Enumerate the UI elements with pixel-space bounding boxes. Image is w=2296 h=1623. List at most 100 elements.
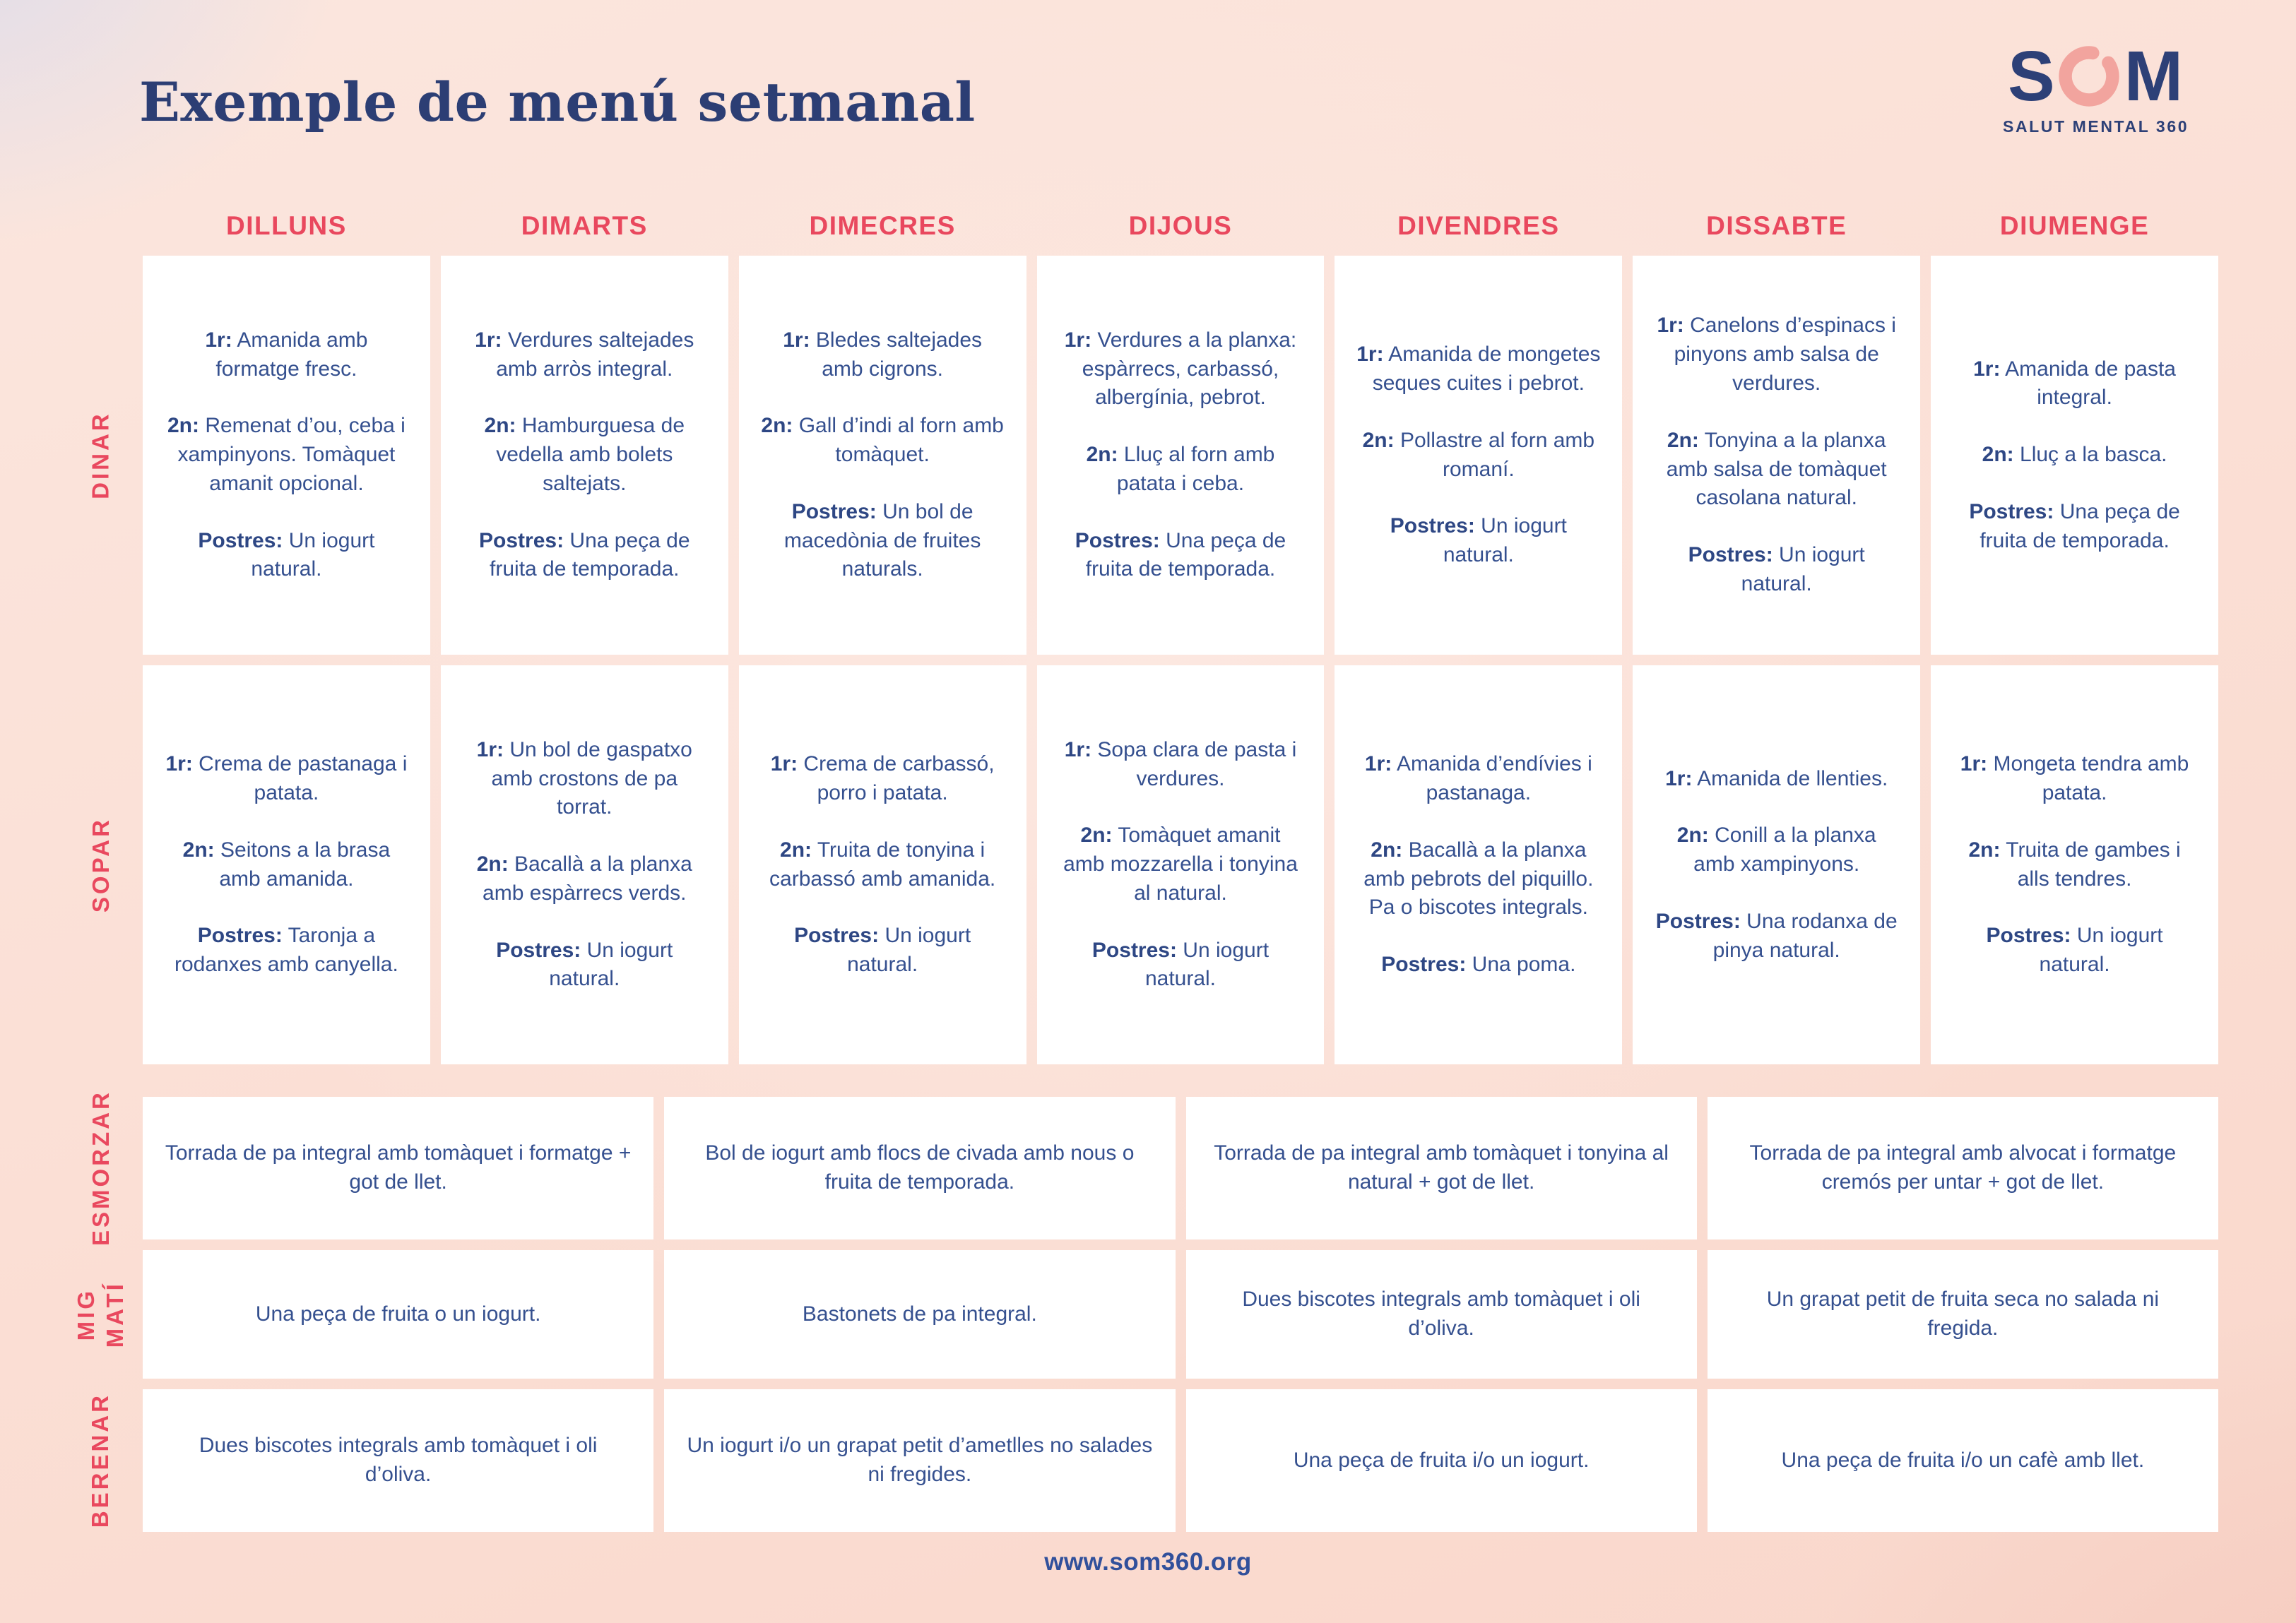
row-migmati: MIG MATÍ Una peça de fruita o un iogurt. B… [69, 1250, 2218, 1379]
cell-dinar-4: 1r: Verdures a la planxa: espàrrecs, car… [1036, 256, 1325, 655]
menu-item: Torrada de pa integral amb tomàquet i fo… [165, 1141, 632, 1194]
menu-item: 1r: Mongeta tendra amb patata. [1960, 752, 2189, 804]
menu-item: Postres: Una peça de fruita de temporada… [1969, 499, 2180, 552]
menu-item: Torrada de pa integral amb tomàquet i to… [1214, 1141, 1669, 1194]
course-label: 1r: [1973, 357, 2001, 381]
course-label: 1r: [1064, 737, 1092, 761]
menu-item: Torrada de pa integral amb alvocat i for… [1749, 1141, 2177, 1194]
day-header-6: DISSABTE [1706, 211, 1847, 240]
footer-url: www.som360.org [1044, 1548, 1252, 1576]
course-label: Postres: [198, 528, 283, 552]
menu-item: 1r: Bledes saltejades amb cigrons. [783, 328, 983, 381]
menu-item: 2n: Hamburguesa de vedella amb bolets sa… [484, 414, 685, 495]
menu-item: Postres: Un iogurt natural. [496, 938, 673, 991]
cell-sopar-4: 1r: Sopa clara de pasta i verdures. 2n: T… [1036, 665, 1325, 1064]
course-label: 1r: [165, 752, 193, 776]
cell-berenar-2: Un iogurt i/o un grapat petit d’ametlles… [664, 1389, 1176, 1532]
menu-item: Bastonets de pa integral. [802, 1302, 1037, 1326]
cell-migmati-2: Bastonets de pa integral. [664, 1250, 1176, 1379]
course-label: 1r: [1364, 752, 1392, 776]
day-header-5: DIVENDRES [1397, 211, 1560, 240]
day-header-2: DIMARTS [521, 211, 648, 240]
cell-sopar-7: 1r: Mongeta tendra amb patata. 2n: Truita… [1931, 665, 2218, 1064]
cell-dinar-1: 1r: Amanida amb formatge fresc. 2n: Remen… [143, 256, 430, 655]
course-label: Postres: [1091, 938, 1177, 962]
menu-item: 2n: Tonyina a la planxa amb salsa de tom… [1666, 428, 1887, 510]
course-label: 1r: [475, 328, 502, 352]
course-label: Postres: [1688, 543, 1773, 567]
course-label: 2n: [1371, 838, 1403, 862]
menu-item: Postres: Un iogurt natural. [1688, 543, 1865, 595]
cell-esmorzar-3: Torrada de pa integral amb tomàquet i to… [1185, 1097, 1697, 1239]
course-label: 1r: [1356, 343, 1384, 367]
menu-item: 2n: Pollastre al forn amb romaní. [1362, 428, 1595, 481]
cell-sopar-5: 1r: Amanida d’endívies i pastanaga. 2n: B… [1335, 665, 1623, 1064]
course-label: Postres: [197, 924, 283, 948]
row-label-dinar: DINAR [69, 256, 132, 655]
row-label-text: DINAR [87, 411, 114, 499]
cell-esmorzar-2: Bol de iogurt amb flocs de civada amb no… [664, 1097, 1176, 1239]
cell-migmati-1: Una peça de fruita o un iogurt. [143, 1250, 654, 1379]
menu-item: Dues biscotes integrals amb tomàquet i o… [199, 1434, 598, 1486]
menu-item: Postres: Un bol de macedònia de fruites … [783, 499, 981, 581]
course-label: Postres: [1075, 528, 1160, 552]
menu-item: 2n: Tomàquet amanit amb mozzarella i ton… [1063, 824, 1298, 905]
course-label: 2n: [167, 414, 199, 438]
menu-item: 2n: Gall d’indi al forn amb tomàquet. [761, 414, 1004, 467]
menu-item: Bol de iogurt amb flocs de civada amb no… [705, 1141, 1135, 1194]
row-dinar: DINAR 1r: Amanida amb formatge fresc. 2n: … [69, 256, 2218, 655]
menu-item: Postres: Un iogurt natural. [794, 924, 971, 977]
logo-o-ring-icon [2059, 46, 2119, 107]
course-label: 2n: [476, 852, 509, 876]
cell-dinar-5: 1r: Amanida de mongetes seques cuites i … [1335, 256, 1623, 655]
menu-item: 1r: Amanida de llenties. [1665, 766, 1888, 790]
course-label: 1r: [770, 752, 798, 776]
logo-wordmark: S M [2003, 41, 2186, 112]
cell-migmati-3: Dues biscotes integrals amb tomàquet i o… [1185, 1250, 1697, 1379]
menu-item: 2n: Truita de tonyina i carbassó amb ama… [769, 838, 996, 891]
course-label: 1r: [1064, 328, 1092, 352]
menu-item: Dues biscotes integrals amb tomàquet i o… [1242, 1288, 1640, 1340]
menu-item: Postres: Un iogurt natural. [1091, 938, 1270, 991]
cell-berenar-3: Una peça de fruita i/o un iogurt. [1185, 1389, 1697, 1532]
logo-letter-s: S [2007, 37, 2055, 116]
course-label: Postres: [1381, 953, 1467, 977]
menu-item: 2n: Truita de gambes i alls tendres. [1968, 838, 2181, 891]
logo-letter-m: M [2124, 37, 2183, 116]
menu-item: Postres: Una rodanxa de pinya natural. [1655, 909, 1898, 962]
day-header-3: DIMECRES [809, 211, 956, 240]
row-label-berenar: BERENAR [69, 1389, 132, 1532]
menu-item: Una peça de fruita i/o un iogurt. [1293, 1448, 1590, 1472]
page-title: Exemple de menú setmanal [139, 71, 976, 133]
cell-migmati-4: Un grapat petit de fruita seca no salada… [1707, 1250, 2218, 1379]
course-label: 2n: [484, 414, 516, 438]
menu-item: 1r: Crema de carbassó, porro i patata. [770, 752, 995, 804]
menu-item: 1r: Verdures saltejades amb arròs integr… [475, 328, 694, 381]
course-label: 1r: [476, 737, 504, 761]
som360-logo: S M SALUT MENTAL 360 [2003, 41, 2187, 136]
menu-item: Postres: Taronja a rodanxes amb canyella… [174, 924, 398, 977]
menu-item: 1r: Verdures a la planxa: espàrrecs, car… [1064, 328, 1297, 410]
course-label: 2n: [1667, 428, 1699, 452]
course-label: 1r: [783, 328, 810, 352]
cell-sopar-3: 1r: Crema de carbassó, porro i patata. 2n… [738, 665, 1026, 1064]
menu-item: 2n: Lluç a la basca. [1982, 443, 2167, 467]
course-label: 2n: [1080, 824, 1113, 848]
course-label: Postres: [1655, 909, 1741, 933]
course-label: 2n: [780, 838, 812, 862]
menu-item: Postres: Un iogurt natural. [1986, 924, 2163, 977]
menu-item: 2n: Seitons a la brasa amb amanida. [182, 838, 391, 891]
cell-dinar-3: 1r: Bledes saltejades amb cigrons. 2n: Ga… [738, 256, 1026, 655]
course-label: Postres: [1969, 499, 2054, 523]
course-label: Postres: [1390, 514, 1475, 538]
menu-item: 1r: Crema de pastanaga i patata. [165, 752, 408, 804]
course-label: Postres: [479, 528, 564, 552]
menu-item: Una peça de fruita i/o un cafè amb llet. [1781, 1448, 2145, 1472]
row-label-esmorzar: ESMORZAR [69, 1090, 132, 1247]
menu-item: Un iogurt i/o un grapat petit d’ametlles… [687, 1434, 1153, 1486]
cell-sopar-2: 1r: Un bol de gaspatxo amb crostons de p… [440, 665, 728, 1064]
menu-item: 1r: Amanida de pasta integral. [1973, 357, 2176, 410]
course-label: Postres: [496, 938, 581, 962]
cell-sopar-6: 1r: Amanida de llenties. 2n: Conill a la … [1633, 665, 1921, 1064]
